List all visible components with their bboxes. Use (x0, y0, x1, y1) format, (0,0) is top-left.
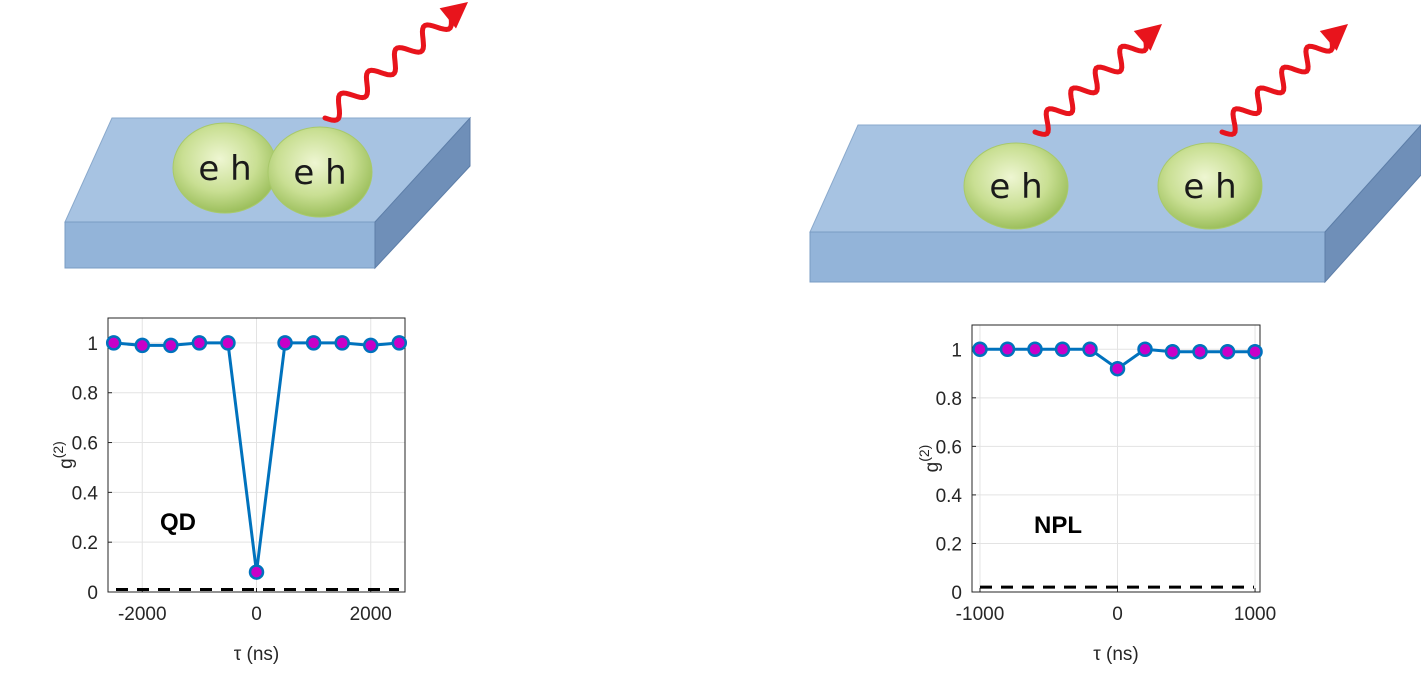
y-tick-label: 0.2 (72, 533, 98, 554)
exciton-label: e h (1183, 167, 1236, 207)
x-tick-label: 0 (251, 604, 262, 625)
y-tick-label: 1 (951, 340, 962, 361)
y-tick-label: 0.8 (936, 389, 962, 410)
exciton-label: e h (989, 167, 1042, 207)
data-point (164, 339, 177, 352)
slab (810, 125, 1421, 282)
y-tick-label: 0.8 (72, 384, 98, 405)
annotation: QD (160, 509, 196, 536)
exciton: e h (964, 143, 1068, 229)
data-point (136, 339, 149, 352)
x-tick-label: 0 (1112, 604, 1123, 625)
y-tick-label: 1 (87, 334, 98, 355)
photon-head (1134, 24, 1162, 51)
y-tick-label: 0.4 (936, 486, 963, 507)
y-tick-label: 0.6 (936, 437, 962, 458)
photon (1222, 42, 1332, 134)
exciton: e h (268, 127, 372, 217)
data-point (107, 336, 120, 349)
x-tick-label: 1000 (1234, 604, 1276, 625)
y-tick-label: 0.6 (72, 434, 98, 455)
x-tick-label: -1000 (956, 604, 1005, 625)
data-point (1249, 345, 1262, 358)
annotation: NPL (1034, 512, 1082, 539)
data-point (279, 336, 292, 349)
y-tick-label: 0.4 (72, 483, 99, 504)
data-point (1139, 343, 1152, 356)
data-point (1001, 343, 1014, 356)
data-point (250, 566, 263, 579)
photon-head (440, 2, 468, 28)
data-point (973, 343, 986, 356)
exciton: e h (173, 123, 277, 213)
photon (325, 16, 451, 120)
data-point (221, 336, 234, 349)
data-point (1221, 345, 1234, 358)
figure: e h e h e h e h -2000 0 2000 0 0.2 0.4 0.6 0.8 1… (0, 0, 1421, 678)
data-point (1084, 343, 1097, 356)
y-axis-label-base: g (922, 462, 943, 473)
x-tick-label: 2000 (350, 604, 392, 625)
data-point (307, 336, 320, 349)
y-tick-label: 0.2 (936, 534, 962, 555)
data-point (1166, 345, 1179, 358)
data-point (364, 339, 377, 352)
exciton: e h (1158, 143, 1262, 229)
data-point (1111, 362, 1124, 375)
data-point (336, 336, 349, 349)
data-point (1194, 345, 1207, 358)
exciton-label: e h (198, 149, 251, 189)
photon-head (1320, 24, 1348, 51)
y-tick-label: 0 (87, 583, 98, 604)
x-axis-label: τ (ns) (234, 644, 280, 665)
exciton-label: e h (293, 153, 346, 193)
data-point (193, 336, 206, 349)
y-tick-label: 0 (951, 583, 962, 604)
data-point (1056, 343, 1069, 356)
y-axis-label-base: g (56, 458, 77, 469)
y-axis-label-sup: (2) (916, 445, 932, 462)
y-axis-label-sup: (2) (50, 441, 66, 458)
photon (1035, 40, 1146, 135)
x-axis-label: τ (ns) (1093, 644, 1139, 665)
data-point (1028, 343, 1041, 356)
x-tick-label: -2000 (118, 604, 167, 625)
data-point (393, 336, 406, 349)
